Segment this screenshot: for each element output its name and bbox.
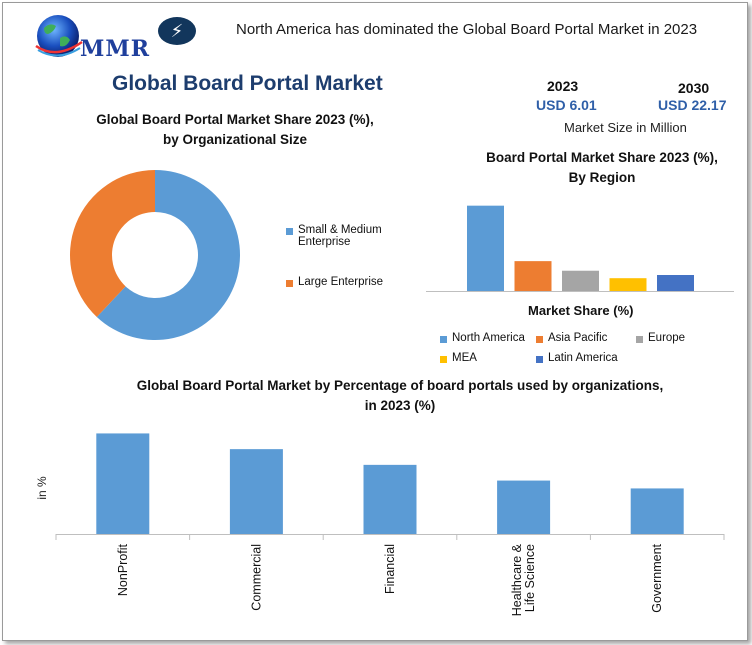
usage-bar-chart: in % NonProfit Commercial Financial Healthca…: [35, 433, 725, 616]
legend-swatch: [440, 336, 447, 343]
tick-label-line: Life Science: [523, 544, 537, 612]
tick-label-line: Commercial: [249, 544, 263, 611]
region-chart-title: Board Portal Market Share 2023 (%), By R…: [452, 148, 752, 188]
tick-label-line: NonProfit: [116, 543, 130, 596]
legend-swatch: [286, 280, 293, 287]
legend-label: Latin America: [548, 352, 618, 364]
value-2030: USD 22.17: [658, 97, 727, 113]
market-size-caption: Market Size in Million: [564, 120, 687, 135]
logo-text: MMR: [80, 36, 150, 62]
page-title: Global Board Portal Market: [112, 72, 383, 95]
bar-healthcare-life-science: [497, 480, 551, 534]
region-bar-chart: [426, 205, 734, 292]
legend-swatch: [536, 336, 543, 343]
region-legend-item-north-america: North America: [440, 332, 536, 344]
legend-row: MEA Latin America: [440, 352, 740, 364]
tick-label-line: Healthcare &: [510, 543, 524, 616]
legend-swatch: [286, 228, 293, 235]
bar-commercial: [229, 449, 283, 534]
legend-swatch: [636, 336, 643, 343]
donut-title-line2: by Organizational Size: [162, 132, 308, 147]
bar-government: [630, 488, 684, 534]
lightning-icon: ⚡: [158, 17, 196, 45]
year-2023: 2023: [547, 78, 579, 94]
bar-financial: [363, 464, 417, 534]
tick-label-healthcare-life-science: Healthcare & Life Science: [510, 543, 537, 616]
usage-y-axis-title: in %: [35, 476, 49, 500]
legend-label: MEA: [452, 352, 477, 364]
tick-label-line: Financial: [383, 544, 397, 594]
tick-label-government: Government: [650, 543, 664, 612]
donut-legend: Small & Medium Enterprise Large Enterpris…: [286, 224, 396, 288]
value-2023: USD 6.01: [536, 97, 597, 113]
tick-label-commercial: Commercial: [249, 544, 263, 611]
usage-chart-title: Global Board Portal Market by Percentage…: [100, 376, 700, 416]
legend-label: Large Enterprise: [298, 276, 384, 288]
legend-label: Asia Pacific: [548, 332, 608, 344]
region-x-axis-title: Market Share (%): [528, 303, 634, 318]
bar-nonprofit: [96, 433, 150, 534]
legend-row: North America Asia Pacific Europe: [440, 332, 740, 344]
legend-label: Small & Medium Enterprise: [298, 224, 382, 248]
tick-label-financial: Financial: [383, 544, 397, 594]
year-2030: 2030: [678, 80, 710, 96]
legend-label: North America: [452, 332, 525, 344]
bar-mea: [609, 278, 647, 291]
bar-europe: [562, 270, 599, 291]
globe-logo-icon: [35, 15, 83, 57]
tick-label-line: Government: [650, 543, 664, 612]
donut-legend-item-small-medium-enterprise: Small & Medium Enterprise: [286, 224, 396, 248]
donut-title-line1: Global Board Portal Market Share 2023 (%…: [96, 112, 374, 127]
region-legend-item-asia-pacific: Asia Pacific: [536, 332, 636, 344]
donut-legend-item-large-enterprise: Large Enterprise: [286, 276, 396, 288]
tick-label-nonprofit: NonProfit: [116, 543, 130, 596]
region-legend-item-mea: MEA: [440, 352, 536, 364]
headline: North America has dominated the Global B…: [236, 21, 698, 38]
usage-title-line2: in 2023 (%): [364, 398, 436, 413]
region-title-line1: Board Portal Market Share 2023 (%),: [486, 150, 718, 165]
region-legend-item-europe: Europe: [636, 332, 726, 344]
legend-label: Europe: [648, 332, 686, 344]
bar-north-america: [467, 205, 504, 291]
legend-swatch: [440, 356, 447, 363]
bar-latin-america: [657, 275, 694, 291]
donut-slice-large-enterprise: [70, 170, 155, 317]
region-title-line2: By Region: [568, 170, 636, 185]
donut-chart: [70, 170, 240, 340]
donut-slice-small-medium-enterprise: [96, 170, 240, 340]
usage-title-line1: Global Board Portal Market by Percentage…: [136, 378, 664, 393]
bar-asia-pacific: [514, 261, 552, 291]
region-legend: North America Asia Pacific Europe MEA Latin …: [440, 332, 740, 372]
legend-swatch: [536, 356, 543, 363]
donut-chart-title: Global Board Portal Market Share 2023 (%…: [60, 110, 410, 150]
region-legend-item-latin-america: Latin America: [536, 352, 636, 364]
